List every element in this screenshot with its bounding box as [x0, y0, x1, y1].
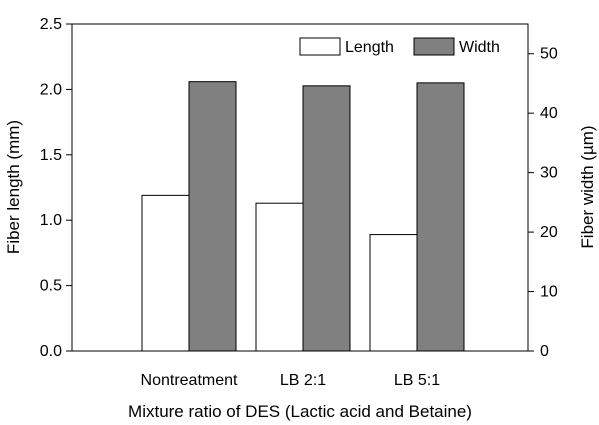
right-tick-label: 0: [540, 343, 549, 360]
legend-swatch-width: [413, 37, 455, 56]
bar-length-2: [255, 202, 304, 352]
left-axis-title: Fiber length (mm): [4, 120, 23, 254]
left-tick-label: 1.5: [40, 147, 62, 164]
right-tick-label: 30: [540, 165, 558, 182]
x-tick-label: Nontreatment: [141, 372, 238, 389]
right-axis: 0 10 20 30 40 50: [528, 46, 558, 360]
left-tick-label: 0.0: [40, 343, 62, 360]
bar-width-3: [416, 82, 465, 352]
legend-swatch-length: [299, 37, 341, 56]
bar-length-1: [141, 194, 190, 352]
right-tick-label: 40: [540, 105, 558, 122]
bar-width-1: [188, 81, 237, 352]
legend-label-width: Width: [459, 39, 500, 56]
bar-length-3: [369, 234, 418, 352]
right-tick-label: 10: [540, 284, 558, 301]
right-tick-label: 50: [540, 46, 558, 63]
right-tick-label: 20: [540, 224, 558, 241]
legend: Length Width: [299, 37, 500, 56]
left-tick-label: 2.0: [40, 81, 62, 98]
bar-width-2: [302, 85, 351, 352]
left-axis: 0.0 0.5 1.0 1.5 2.0 2.5: [40, 16, 72, 360]
x-tick-label: LB 5:1: [394, 372, 440, 389]
x-axis: Nontreatment LB 2:1 LB 5:1: [141, 372, 441, 389]
legend-label-length: Length: [345, 39, 394, 56]
plot-area-frame: [71, 23, 529, 352]
left-tick-label: 2.5: [40, 16, 62, 33]
right-axis-title: Fiber width (µm): [578, 125, 597, 248]
left-tick-label: 1.0: [40, 212, 62, 229]
x-axis-title: Mixture ratio of DES (Lactic acid and Be…: [128, 402, 472, 421]
left-tick-label: 0.5: [40, 278, 62, 295]
x-tick-label: LB 2:1: [280, 372, 326, 389]
bar-layer: [141, 81, 465, 352]
